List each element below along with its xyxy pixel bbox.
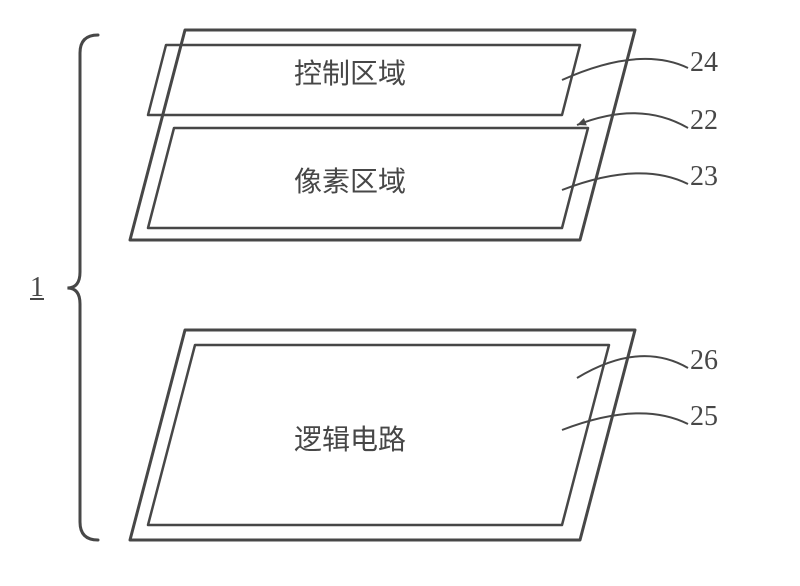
ref-24: 24: [690, 47, 718, 79]
label-pixel: 像素区域: [294, 160, 406, 200]
diagram-stage: 控制区域 像素区域 逻辑电路 24 22 23 26 25 1: [0, 0, 800, 586]
ref-22: 22: [690, 105, 718, 137]
ref-26: 26: [690, 345, 718, 377]
label-logic: 逻辑电路: [294, 418, 406, 458]
group-ref: 1: [30, 272, 44, 304]
ref-23: 23: [690, 161, 718, 193]
ref-25: 25: [690, 401, 718, 433]
label-control: 控制区域: [294, 52, 406, 92]
